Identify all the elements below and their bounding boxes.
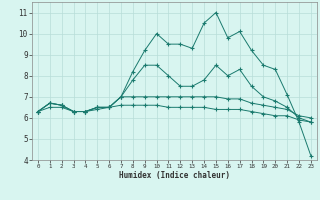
- X-axis label: Humidex (Indice chaleur): Humidex (Indice chaleur): [119, 171, 230, 180]
